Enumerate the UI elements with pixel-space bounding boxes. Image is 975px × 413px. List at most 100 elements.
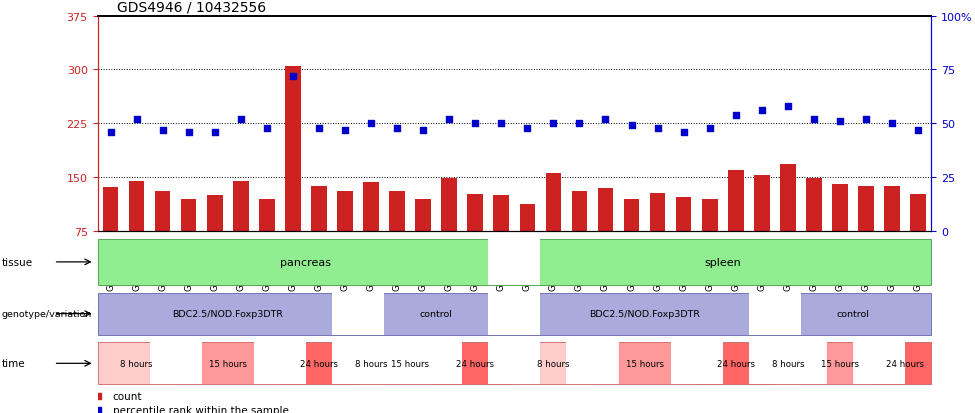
Bar bbox=[155, 192, 171, 231]
Text: 15 hours: 15 hours bbox=[209, 359, 247, 368]
Point bbox=[233, 116, 249, 123]
Point bbox=[129, 116, 144, 123]
Bar bbox=[520, 204, 535, 231]
Bar bbox=[775, 342, 800, 385]
Bar bbox=[749, 342, 800, 385]
Bar bbox=[436, 342, 515, 385]
Bar bbox=[488, 342, 540, 385]
Point bbox=[649, 125, 665, 131]
Point bbox=[520, 125, 535, 131]
Bar bbox=[800, 342, 879, 385]
Text: genotype/variation: genotype/variation bbox=[2, 309, 93, 318]
Bar bbox=[546, 174, 562, 231]
Bar bbox=[358, 342, 384, 385]
Point bbox=[754, 108, 769, 114]
Bar bbox=[806, 179, 822, 231]
Point bbox=[780, 103, 796, 110]
Bar bbox=[233, 182, 249, 231]
Bar bbox=[384, 342, 436, 385]
Point bbox=[571, 121, 587, 127]
Bar bbox=[358, 342, 410, 385]
Text: count: count bbox=[112, 391, 142, 401]
Bar bbox=[358, 293, 515, 335]
Bar bbox=[207, 195, 222, 231]
Bar bbox=[410, 342, 462, 385]
Text: 15 hours: 15 hours bbox=[821, 359, 859, 368]
Text: time: time bbox=[2, 358, 25, 368]
Bar bbox=[566, 342, 618, 385]
Text: 24 hours: 24 hours bbox=[886, 359, 924, 368]
Text: control: control bbox=[419, 309, 452, 318]
Bar bbox=[98, 240, 515, 285]
Text: tissue: tissue bbox=[2, 257, 33, 267]
Bar bbox=[749, 293, 800, 335]
Bar bbox=[488, 240, 540, 285]
Bar bbox=[149, 342, 202, 385]
Bar bbox=[858, 186, 874, 231]
Bar bbox=[337, 192, 353, 231]
Bar bbox=[780, 165, 796, 231]
Bar bbox=[853, 342, 905, 385]
Bar bbox=[832, 185, 848, 231]
Point bbox=[467, 121, 483, 127]
Text: 8 hours: 8 hours bbox=[537, 359, 569, 368]
Bar bbox=[593, 342, 697, 385]
Bar bbox=[515, 293, 775, 335]
Bar bbox=[364, 183, 379, 231]
Text: 15 hours: 15 hours bbox=[626, 359, 664, 368]
Bar bbox=[98, 293, 358, 335]
Point bbox=[728, 112, 744, 119]
Bar bbox=[728, 171, 744, 231]
Text: 8 hours: 8 hours bbox=[771, 359, 804, 368]
Bar bbox=[488, 293, 540, 335]
Bar bbox=[884, 186, 900, 231]
Bar bbox=[515, 240, 931, 285]
Text: 24 hours: 24 hours bbox=[717, 359, 755, 368]
Bar bbox=[598, 188, 613, 231]
Bar bbox=[389, 192, 405, 231]
Text: 8 hours: 8 hours bbox=[120, 359, 153, 368]
Point bbox=[442, 116, 457, 123]
Point bbox=[311, 125, 327, 131]
Bar bbox=[676, 198, 691, 231]
Text: BDC2.5/NOD.Foxp3DTR: BDC2.5/NOD.Foxp3DTR bbox=[589, 309, 700, 318]
Point bbox=[259, 125, 275, 131]
Point bbox=[102, 129, 118, 136]
Point bbox=[702, 125, 718, 131]
Point bbox=[832, 119, 847, 125]
Text: pancreas: pancreas bbox=[281, 257, 332, 267]
Point bbox=[181, 129, 197, 136]
Bar bbox=[467, 194, 483, 231]
Text: 24 hours: 24 hours bbox=[300, 359, 338, 368]
Bar bbox=[571, 192, 587, 231]
Bar bbox=[911, 194, 926, 231]
Point bbox=[676, 129, 691, 136]
Point bbox=[858, 116, 874, 123]
Bar bbox=[98, 342, 176, 385]
Bar bbox=[671, 342, 722, 385]
Bar bbox=[702, 199, 718, 231]
Text: 24 hours: 24 hours bbox=[456, 359, 494, 368]
Bar bbox=[775, 342, 827, 385]
Bar bbox=[332, 342, 384, 385]
Point bbox=[507, 368, 523, 374]
Text: percentile rank within the sample: percentile rank within the sample bbox=[112, 405, 289, 413]
Bar bbox=[259, 199, 275, 231]
Bar bbox=[415, 199, 431, 231]
Bar bbox=[102, 188, 118, 231]
Bar bbox=[624, 199, 640, 231]
Point bbox=[337, 127, 353, 134]
Point bbox=[598, 116, 613, 123]
Point bbox=[624, 123, 640, 129]
Bar bbox=[311, 186, 327, 231]
Point bbox=[884, 121, 900, 127]
Text: BDC2.5/NOD.Foxp3DTR: BDC2.5/NOD.Foxp3DTR bbox=[173, 309, 284, 318]
Point bbox=[507, 244, 523, 250]
Bar bbox=[879, 342, 931, 385]
Text: 8 hours: 8 hours bbox=[355, 359, 387, 368]
Bar bbox=[332, 293, 384, 335]
Text: control: control bbox=[837, 309, 870, 318]
Text: 15 hours: 15 hours bbox=[391, 359, 429, 368]
Point bbox=[415, 127, 431, 134]
Text: GDS4946 / 10432556: GDS4946 / 10432556 bbox=[117, 0, 266, 14]
